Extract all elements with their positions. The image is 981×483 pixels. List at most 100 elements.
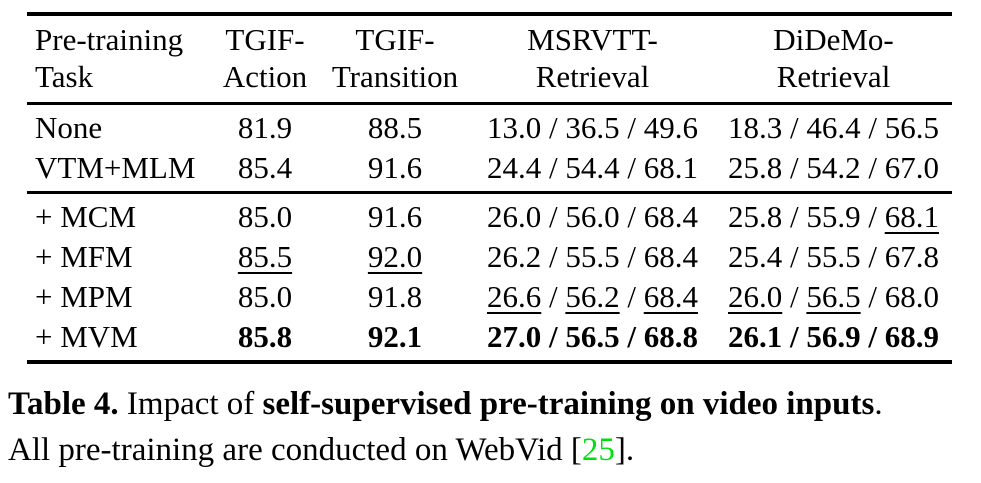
column-header: DiDeMo- Retrieval xyxy=(715,14,952,104)
text-segment: + MPM xyxy=(35,279,133,314)
value-cell: 26.0 / 56.5 / 68.0 xyxy=(715,277,952,317)
value-cell: 85.5 xyxy=(210,237,320,277)
text-segment: 56.5 xyxy=(806,279,861,314)
column-header-line2: Retrieval xyxy=(535,59,650,94)
task-cell: VTM+MLM xyxy=(27,148,210,193)
text-segment: 81.9 xyxy=(237,110,293,145)
text-segment: 27.0 / 56.5 / 68.8 xyxy=(487,319,698,354)
task-cell: + MPM xyxy=(27,277,210,317)
table-row: + MVM 85.8 92.1 27.0 / 56.5 / 68.8 26.1 / 56… xyxy=(27,317,952,362)
value-cell: 81.9 xyxy=(210,104,320,149)
text-segment: 85.8 xyxy=(237,319,293,354)
text-segment: 92.0 xyxy=(367,239,423,274)
table-group-baselines: None 81.9 88.5 13.0 / 36.5 / 49.6 18.3 / 46.… xyxy=(27,104,952,193)
text-segment: 85.5 xyxy=(237,239,293,274)
column-header: TGIF- Transition xyxy=(320,14,470,104)
value-cell: 26.6 / 56.2 / 68.4 xyxy=(470,277,715,317)
text-segment: 25.8 / 54.2 / 67.0 xyxy=(728,150,939,185)
text-segment: / 68.0 xyxy=(860,279,939,314)
value-cell: 25.8 / 55.9 / 68.1 xyxy=(715,193,952,238)
task-cell: + MVM xyxy=(27,317,210,362)
text-segment: ]. xyxy=(614,432,635,468)
value-cell: 26.0 / 56.0 / 68.4 xyxy=(470,193,715,238)
text-segment: All pre-training are conducted on WebVid… xyxy=(8,432,582,468)
column-header-line1: TGIF- xyxy=(355,22,435,57)
column-header-line2: Transition xyxy=(331,59,459,94)
text-segment: VTM+MLM xyxy=(35,150,196,185)
column-header: MSRVTT- Retrieval xyxy=(470,14,715,104)
citation-link-25[interactable]: 25 xyxy=(581,432,615,468)
value-cell: 85.8 xyxy=(210,317,320,362)
text-segment: 68.4 xyxy=(643,279,698,314)
table-caption: Table 4. Impact of self-supervised pre-t… xyxy=(8,381,981,473)
value-cell: 26.1 / 56.9 / 68.9 xyxy=(715,317,952,362)
text-segment: 85.4 xyxy=(237,150,293,185)
column-header: TGIF- Action xyxy=(210,14,320,104)
text-segment: 92.1 xyxy=(367,319,423,354)
column-header-line1: Pre-training xyxy=(35,22,184,57)
table-row: VTM+MLM 85.4 91.6 24.4 / 54.4 / 68.1 25.8 / … xyxy=(27,148,952,193)
column-header: Pre-training Task xyxy=(27,14,210,104)
table-row: + MCM 85.0 91.6 26.0 / 56.0 / 68.4 25.8 / 55… xyxy=(27,193,952,238)
text-segment: Impact of xyxy=(118,386,263,422)
value-cell: 25.4 / 55.5 / 67.8 xyxy=(715,237,952,277)
value-cell: 13.0 / 36.5 / 49.6 xyxy=(470,104,715,149)
text-segment: 91.6 xyxy=(367,199,423,234)
header-row: Pre-training Task TGIF- Action TGIF- Transiti… xyxy=(27,14,952,104)
text-segment: 26.6 xyxy=(487,279,542,314)
value-cell: 91.8 xyxy=(320,277,470,317)
text-segment: 85.0 xyxy=(237,199,293,234)
text-segment: 25.4 / 55.5 / 67.8 xyxy=(728,239,939,274)
value-cell: 85.0 xyxy=(210,277,320,317)
text-segment: / xyxy=(541,279,566,314)
text-segment: 26.2 / 55.5 / 68.4 xyxy=(487,239,698,274)
text-segment: 18.3 / 46.4 / 56.5 xyxy=(728,110,939,145)
text-segment: 91.8 xyxy=(367,279,423,314)
task-cell: + MCM xyxy=(27,193,210,238)
text-segment: 26.1 / 56.9 / 68.9 xyxy=(728,319,939,354)
value-cell: 92.0 xyxy=(320,237,470,277)
column-header-line2: Task xyxy=(35,59,94,94)
value-cell: 88.5 xyxy=(320,104,470,149)
text-segment: 91.6 xyxy=(367,150,423,185)
text-segment: self-supervised pre-training on video in… xyxy=(262,386,875,422)
results-table: Pre-training Task TGIF- Action TGIF- Transiti… xyxy=(27,12,952,364)
value-cell: 85.0 xyxy=(210,193,320,238)
value-cell: 85.4 xyxy=(210,148,320,193)
text-segment: + MVM xyxy=(35,319,138,354)
value-cell: 92.1 xyxy=(320,317,470,362)
task-cell: None xyxy=(27,104,210,149)
table-header: Pre-training Task TGIF- Action TGIF- Transiti… xyxy=(27,14,952,104)
text-segment: 26.0 / 56.0 / 68.4 xyxy=(487,199,698,234)
task-cell: + MFM xyxy=(27,237,210,277)
value-cell: 25.8 / 54.2 / 67.0 xyxy=(715,148,952,193)
value-cell: 27.0 / 56.5 / 68.8 xyxy=(470,317,715,362)
text-segment: None xyxy=(35,110,103,145)
text-segment: 85.0 xyxy=(237,279,293,314)
table-row: + MFM 85.5 92.0 26.2 / 55.5 / 68.4 25.4 / 55… xyxy=(27,237,952,277)
text-segment: 88.5 xyxy=(367,110,423,145)
text-segment: 25.8 / 55.9 / xyxy=(728,199,885,234)
text-segment: 56.2 xyxy=(565,279,620,314)
text-segment: + MCM xyxy=(35,199,137,234)
column-header-line1: MSRVTT- xyxy=(527,22,658,57)
value-cell: 91.6 xyxy=(320,148,470,193)
column-header-line1: DiDeMo- xyxy=(773,22,894,57)
text-segment: / xyxy=(619,279,644,314)
text-segment: Table 4. xyxy=(8,386,119,422)
value-cell: 91.6 xyxy=(320,193,470,238)
column-header-line2: Action xyxy=(222,59,308,94)
column-header-line2: Retrieval xyxy=(776,59,891,94)
text-segment: 26.0 xyxy=(728,279,783,314)
text-segment: / xyxy=(782,279,807,314)
table-group-pretraining-variants: + MCM 85.0 91.6 26.0 / 56.0 / 68.4 25.8 / 55… xyxy=(27,193,952,363)
table-row: None 81.9 88.5 13.0 / 36.5 / 49.6 18.3 / 46.… xyxy=(27,104,952,149)
column-header-line1: TGIF- xyxy=(225,22,305,57)
text-segment: 24.4 / 54.4 / 68.1 xyxy=(487,150,698,185)
value-cell: 24.4 / 54.4 / 68.1 xyxy=(470,148,715,193)
text-segment: 13.0 / 36.5 / 49.6 xyxy=(487,110,698,145)
text-segment: + MFM xyxy=(35,239,133,274)
text-segment: 68.1 xyxy=(884,199,939,234)
value-cell: 18.3 / 46.4 / 56.5 xyxy=(715,104,952,149)
